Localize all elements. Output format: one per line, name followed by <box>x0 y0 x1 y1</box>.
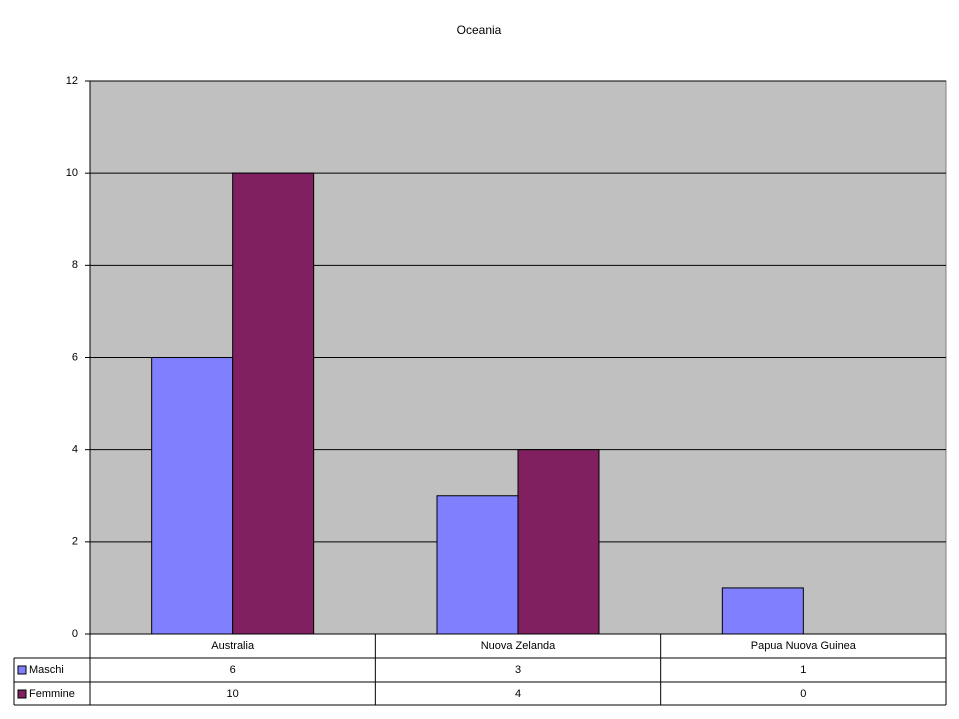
x-tick-label: Australia <box>211 640 255 652</box>
table-value: 4 <box>515 688 521 700</box>
y-tick-label: 8 <box>72 259 78 271</box>
bar <box>232 172 315 635</box>
y-tick-label: 10 <box>66 167 78 179</box>
bar <box>721 587 804 635</box>
table-value: 3 <box>515 664 521 676</box>
legend-label: Maschi <box>29 664 64 676</box>
legend-swatch <box>17 689 27 699</box>
bar <box>436 495 519 635</box>
bar <box>517 449 600 635</box>
table-value: 6 <box>230 664 236 676</box>
legend-swatch <box>17 665 27 675</box>
y-tick-label: 6 <box>72 351 78 363</box>
x-tick-label: Papua Nuova Guinea <box>751 640 857 652</box>
table-value: 0 <box>800 688 806 700</box>
y-tick-label: 12 <box>66 75 78 87</box>
legend-label: Femmine <box>29 688 75 700</box>
y-tick-label: 4 <box>72 444 78 456</box>
y-tick-label: 0 <box>72 628 78 640</box>
table-value: 10 <box>227 688 239 700</box>
chart-title: Oceania <box>457 23 502 37</box>
table-value: 1 <box>800 664 806 676</box>
bar <box>151 357 234 635</box>
x-tick-label: Nuova Zelanda <box>481 640 556 652</box>
y-tick-label: 2 <box>72 536 78 548</box>
